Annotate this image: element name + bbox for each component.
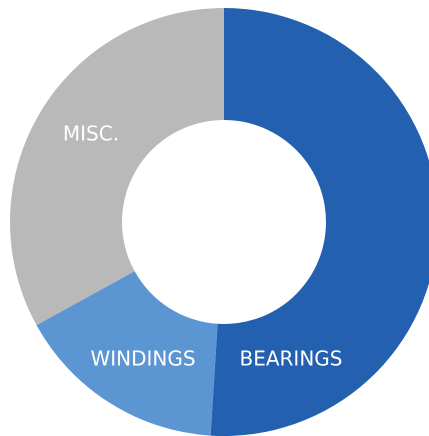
slices: [10, 8, 429, 436]
slice-label: MISC.: [63, 122, 119, 146]
slice-label: BEARINGS: [240, 347, 343, 371]
slice: [10, 8, 224, 326]
slice: [36, 271, 218, 436]
slice: [210, 8, 429, 436]
labels: BEARINGS WINDINGS MISC.: [63, 122, 343, 371]
slice-label: WINDINGS: [90, 347, 195, 371]
